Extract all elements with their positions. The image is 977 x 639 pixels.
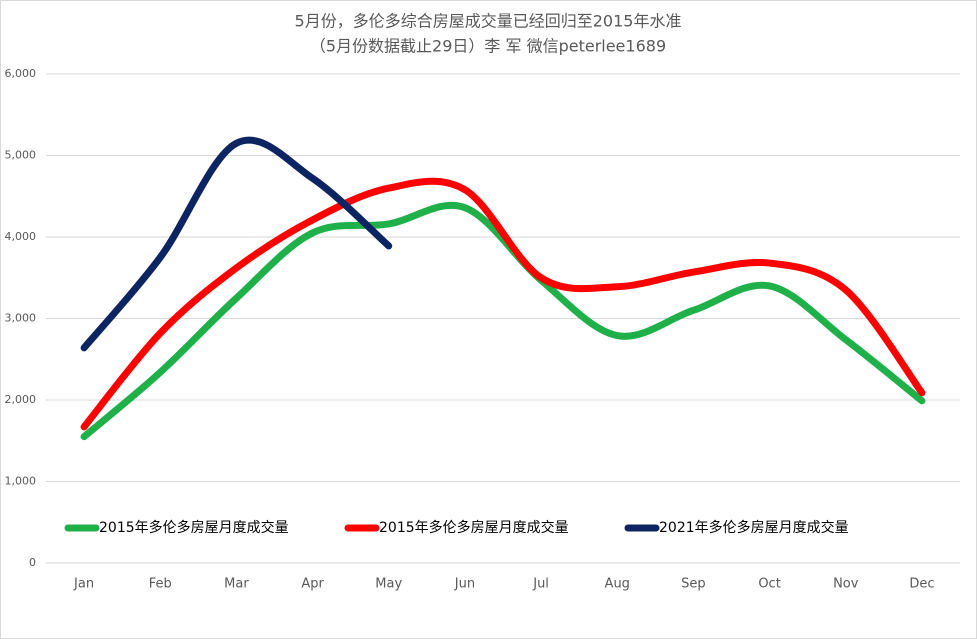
y-tick-label: 2,000 bbox=[5, 393, 37, 406]
x-tick-label: May bbox=[375, 577, 402, 592]
series-line bbox=[80, 201, 926, 441]
legend-label: 2021年多伦多房屋月度成交量 bbox=[659, 519, 849, 536]
chart-title: 5月份，多伦多综合房屋成交量已经回归至2015年水准 bbox=[295, 12, 682, 31]
x-tick-label: Aug bbox=[605, 577, 630, 592]
y-tick-label: 5,000 bbox=[5, 149, 37, 162]
legend-label: 2015年多伦多房屋月度成交量 bbox=[99, 519, 289, 536]
x-tick-label: Oct bbox=[758, 577, 780, 592]
x-tick-label: Apr bbox=[301, 577, 324, 592]
x-tick-label: Mar bbox=[224, 577, 249, 592]
y-tick-label: 6,000 bbox=[5, 67, 37, 80]
y-tick-label: 3,000 bbox=[5, 312, 37, 325]
series-line bbox=[80, 136, 393, 352]
chart-subtitle: （5月份数据截止29日）李 军 微信peterlee1689 bbox=[310, 37, 666, 56]
x-tick-label: Sep bbox=[681, 577, 706, 592]
x-tick-label: Jun bbox=[454, 577, 475, 592]
y-tick-label: 1,000 bbox=[5, 475, 37, 488]
x-tick-label: Nov bbox=[833, 577, 859, 592]
x-tick-label: Jul bbox=[532, 577, 549, 592]
series-line bbox=[80, 177, 926, 431]
legend-label: 2015年多伦多房屋月度成交量 bbox=[379, 519, 569, 536]
x-tick-label: Dec bbox=[909, 577, 934, 592]
x-tick-label: Feb bbox=[149, 577, 172, 592]
y-tick-label: 4,000 bbox=[5, 230, 37, 243]
x-tick-label: Jan bbox=[73, 577, 94, 592]
y-tick-label: 0 bbox=[29, 556, 36, 569]
